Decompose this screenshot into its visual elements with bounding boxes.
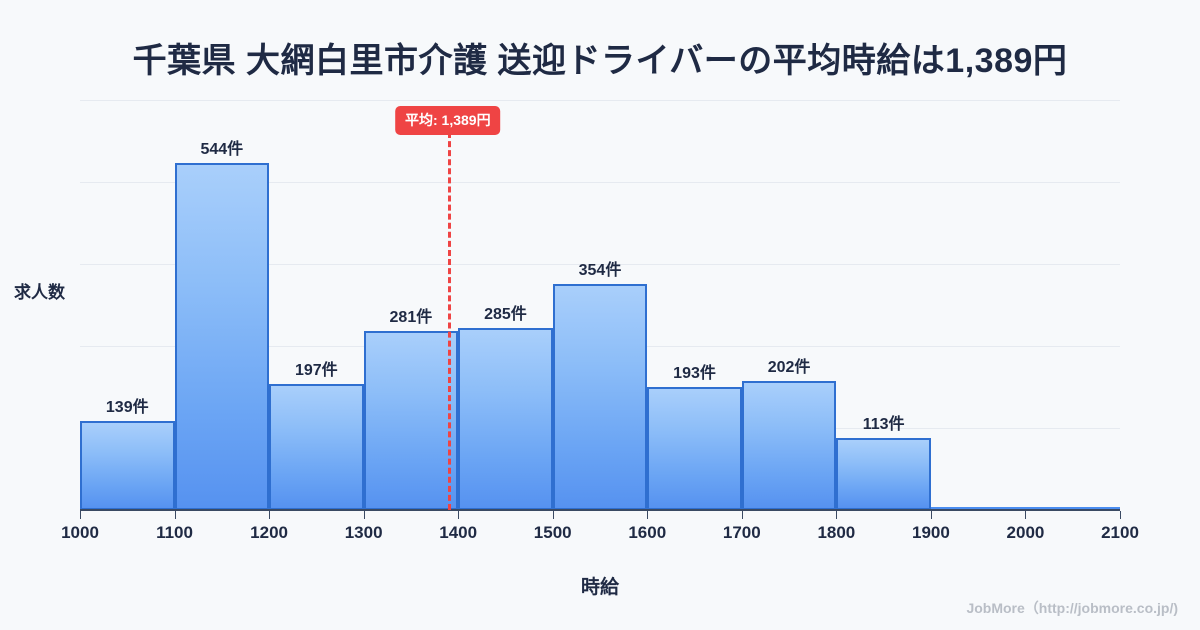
x-axis-tick-label: 1500 [533,523,572,542]
x-axis-line [80,509,1120,511]
x-axis-tick-label: 1200 [250,523,288,542]
x-axis-tick-label: 1900 [911,523,950,542]
x-axis-tick [269,511,271,519]
x-axis-tick-label: 2000 [1006,523,1045,542]
bar [930,507,1026,510]
bar [458,328,553,510]
x-axis-tick [458,511,460,519]
x-axis-tick [930,511,932,519]
bar [80,421,175,510]
gridline [80,100,1120,101]
bar-series: 139件 544件 197件 281件 285件 354件 193件 202件 113件 [80,96,1120,510]
y-axis-title: 求人数 [14,283,65,302]
x-axis-tick [1025,511,1027,519]
bar-value-label: 113件 [862,415,905,433]
average-line [447,132,451,510]
footer-credit: JobMore（http://jobmore.co.jp/) [966,600,1178,616]
x-axis-tick [80,511,81,519]
bar [363,330,459,510]
x-axis-tick-label: 1000 [61,523,99,542]
x-axis-tick-label: 1700 [722,523,761,542]
x-axis-title: 時給 [580,577,619,598]
x-axis-tick-label: 1300 [344,523,383,542]
page-title: 千葉県 大網白里市介護 送迎ドライバーの平均時給は1,389円 [132,42,1068,80]
bar-value-label: 281件 [389,308,433,326]
bar-value-label: 544件 [200,140,244,158]
gridline [80,182,1120,183]
x-axis-tick-label: 2100 [1101,523,1139,542]
bar [174,162,270,510]
bar-value-label: 202件 [767,359,811,377]
bar-value-label: 197件 [294,362,338,380]
x-axis-tick-label: 1800 [817,523,856,542]
x-axis-tick-label: 1600 [628,523,667,542]
x-axis-tick [1120,511,1121,519]
x-axis-tick [741,511,743,519]
x-axis-tick-label: 1400 [439,523,478,542]
x-axis-tick [647,511,649,519]
bar-value-label: 193件 [673,364,716,382]
x-axis-tick [552,511,554,519]
bar [647,386,742,510]
x-axis-tick [836,511,838,519]
bar [741,381,837,510]
x-axis-tick [174,511,176,519]
bar-value-label: 139件 [105,399,149,417]
bar-value-label: 354件 [578,262,622,280]
gridline [80,264,1120,265]
bar [836,437,931,510]
x-axis-tick-label: 1100 [156,523,193,542]
average-badge: 平均: 1,389円 [394,106,501,135]
bar [269,384,364,510]
bar [1025,507,1120,510]
x-axis-tick [363,511,365,519]
bar-value-label: 285件 [484,306,527,324]
bar [552,284,648,510]
